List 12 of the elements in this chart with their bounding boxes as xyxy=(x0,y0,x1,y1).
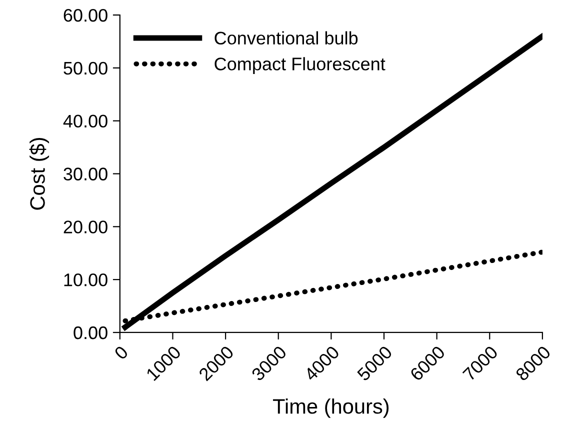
legend-label: Compact Fluorescent xyxy=(214,57,386,74)
x-tick-label: 0 xyxy=(114,345,129,360)
y-tick-label: 0.00 xyxy=(74,326,108,340)
y-tick-label: 50.00 xyxy=(64,62,108,75)
y-tick-label: 40.00 xyxy=(63,114,108,128)
y-axis-title: Cost ($) xyxy=(29,138,50,210)
x-axis-title: Time (hours) xyxy=(273,398,389,418)
legend-label: Conventional bulb xyxy=(214,31,358,45)
y-tick-label: 10.00 xyxy=(64,274,108,286)
y-tick-label: 60.00 xyxy=(64,8,108,22)
y-tick-label: 20.00 xyxy=(64,220,108,234)
y-tick-label: 30.00 xyxy=(64,168,108,180)
